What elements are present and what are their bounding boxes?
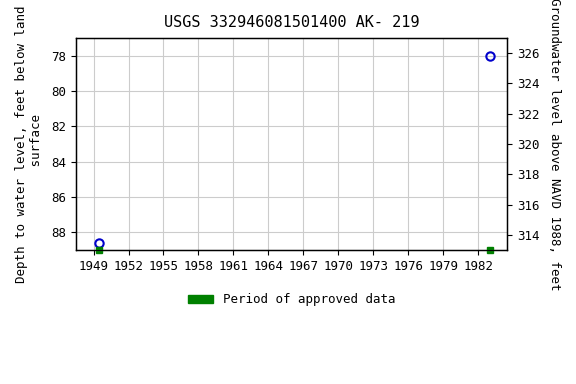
Y-axis label: Groundwater level above NAVD 1988, feet: Groundwater level above NAVD 1988, feet <box>548 0 561 290</box>
Title: USGS 332946081501400 AK- 219: USGS 332946081501400 AK- 219 <box>164 15 419 30</box>
Y-axis label: Depth to water level, feet below land
 surface: Depth to water level, feet below land su… <box>15 5 43 283</box>
Legend: Period of approved data: Period of approved data <box>183 288 400 311</box>
